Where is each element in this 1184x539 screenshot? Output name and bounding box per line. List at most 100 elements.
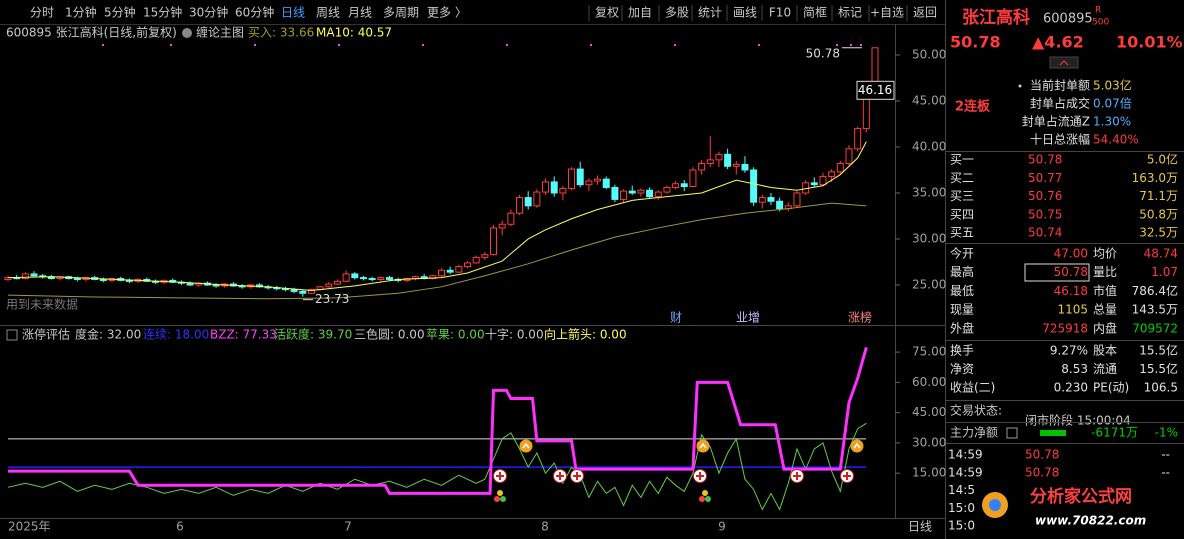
period-tab[interactable]: 分时 (30, 6, 54, 20)
candle-body (290, 289, 298, 292)
candle-body (455, 266, 463, 273)
candle-body (30, 273, 38, 277)
stock-code: 600895 (1043, 12, 1093, 27)
tick-time: 15:0 (948, 519, 975, 533)
stat-label: 换手 (950, 344, 974, 358)
tool-button[interactable]: 标记 (838, 6, 862, 20)
stat-label: PE(动) (1093, 381, 1129, 395)
plus-mark (556, 472, 564, 480)
period-tab[interactable]: 多周期 (383, 6, 419, 20)
plus-mark (696, 472, 704, 480)
tool-button[interactable]: 返回 (913, 6, 937, 20)
up-signal (850, 439, 864, 453)
candle-body (21, 273, 29, 280)
signal-dot (254, 44, 256, 46)
y-tick-label: 25.00 (912, 277, 946, 291)
activity-line (7, 422, 867, 511)
indicator-value: 度金: 32.00 (75, 327, 141, 342)
candle-body (819, 175, 827, 186)
candle-body (646, 189, 654, 198)
tool-button[interactable]: F10 (769, 6, 791, 20)
bid-label: 买四 (950, 207, 974, 221)
flow-bar (1040, 430, 1066, 436)
stat-value: 47.00 (1054, 247, 1088, 261)
stat-value: 0.230 (1054, 381, 1088, 395)
candle-body (559, 187, 567, 194)
candle-body (715, 153, 723, 161)
y-tick-label: 40.00 (912, 139, 946, 153)
candle-body (99, 278, 107, 281)
tool-button[interactable]: 画线 (733, 6, 757, 20)
indicator-value: 连续: 18.00 (143, 327, 209, 342)
candle-body (481, 254, 489, 258)
candle-body (854, 128, 862, 150)
candle-body (429, 275, 437, 280)
stat-value: 725918 (1042, 321, 1088, 335)
high-box (1024, 263, 1090, 282)
candle-body (672, 183, 680, 188)
prev-close-box (856, 80, 895, 100)
tool-button[interactable]: 简框 (803, 6, 827, 20)
signal-dot (850, 44, 852, 46)
plus-mark (793, 472, 801, 480)
event-tag[interactable]: 财 (670, 311, 682, 325)
tool-button[interactable]: +自选 (870, 6, 904, 20)
candle-body (767, 197, 775, 202)
candle-body (758, 197, 766, 203)
up-signal (696, 439, 710, 453)
indicator-name: 涨停评估 (22, 327, 70, 342)
candle-body (377, 277, 385, 280)
period-tab[interactable]: 30分钟 (189, 5, 228, 20)
period-tab[interactable]: 5分钟 (104, 5, 136, 20)
ma-long-line (7, 202, 867, 300)
event-tag[interactable]: 涨榜 (848, 310, 872, 325)
period-tab[interactable]: 15分钟 (143, 5, 182, 20)
candle-body (845, 148, 853, 165)
tool-button[interactable]: 统计 (698, 6, 722, 20)
seal-value: 5.03亿 (1093, 78, 1132, 93)
event-tag[interactable]: 业增 (736, 311, 760, 325)
candle-body (654, 191, 662, 198)
watermark-title: 分析家公式网 (1030, 486, 1132, 507)
period-tab[interactable]: 更多 〉 (427, 6, 467, 20)
up-mark (853, 442, 861, 449)
candle-body (828, 171, 836, 177)
stat-value: 48.74 (1144, 247, 1178, 261)
period-tab[interactable]: 日线 (281, 6, 305, 20)
candle-body (533, 191, 541, 207)
tick-volume: -- (1161, 465, 1170, 479)
collapse-button[interactable] (1049, 56, 1079, 69)
bid-label: 买一 (950, 153, 974, 167)
stat-label: 总量 (1093, 303, 1117, 317)
stat-label: 内盘 (1093, 320, 1117, 335)
candle-body (793, 192, 801, 207)
candle-body (836, 163, 844, 173)
period-tab[interactable]: 月线 (348, 6, 372, 20)
bid-volume: 5.0亿 (1147, 152, 1178, 167)
stat-value: 50.78 (1054, 265, 1088, 279)
candle-body (776, 200, 784, 210)
stat-value: 9.27% (1050, 344, 1088, 358)
signal-dot (422, 44, 424, 46)
bzz-line (8, 346, 868, 495)
stat-label: 外盘 (950, 320, 974, 335)
tool-button[interactable]: 复权 (595, 6, 619, 20)
plus-mark (496, 472, 504, 480)
stat-label: 均价 (1093, 247, 1117, 261)
up-signal (519, 439, 533, 453)
tricolor-ball (494, 496, 500, 502)
tool-button[interactable]: 加自 (628, 6, 652, 20)
tick-time: 14:5 (948, 483, 975, 497)
flow-icon[interactable] (1006, 427, 1018, 439)
period-tab[interactable]: 1分钟 (65, 5, 97, 20)
period-tab[interactable]: 周线 (316, 6, 340, 20)
candle-body (611, 186, 619, 200)
candle-body (73, 278, 81, 281)
tool-button[interactable]: 多股 (665, 6, 689, 20)
candle-body (472, 256, 480, 264)
seal-label: 当前封单额 (1030, 78, 1090, 93)
period-tab[interactable]: 60分钟 (235, 5, 274, 20)
bullet (1018, 84, 1022, 88)
